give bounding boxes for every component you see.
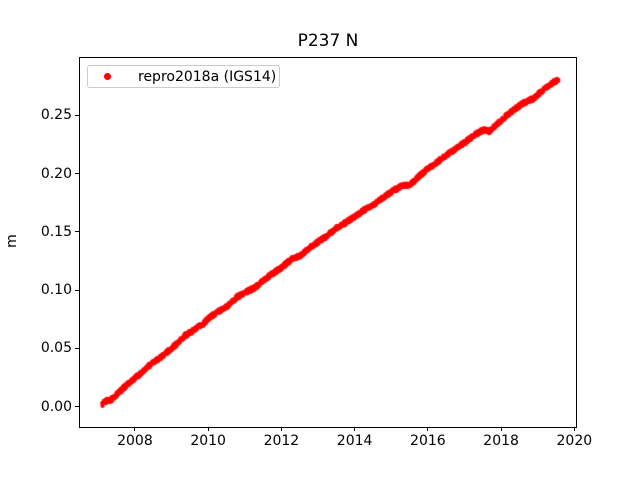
x-tick-label: 2016 (410, 433, 446, 449)
y-tick (75, 289, 79, 291)
y-tick (75, 114, 79, 116)
chart-title: P237 N (297, 31, 359, 51)
x-tick (500, 427, 502, 431)
y-tick-label: 0.10 (40, 282, 72, 299)
legend: repro2018a (IGS14) (87, 65, 280, 88)
y-tick-label: 0.25 (40, 107, 72, 124)
y-tick-label: 0.00 (40, 398, 72, 415)
x-tick-label: 2020 (556, 433, 593, 449)
scatter-series-canvas (81, 59, 577, 428)
x-tick-label: 2010 (190, 433, 226, 449)
x-tick (134, 427, 136, 431)
x-tick-label: 2018 (483, 433, 519, 449)
x-tick (207, 427, 209, 431)
y-tick (75, 173, 79, 175)
y-tick (75, 231, 79, 233)
x-tick (354, 427, 356, 431)
y-tick-label: 0.05 (40, 340, 72, 357)
x-tick-label: 2014 (336, 433, 373, 449)
y-tick-label: 0.20 (40, 165, 72, 182)
x-tick (280, 427, 282, 431)
y-tick-label: 0.15 (40, 223, 72, 240)
legend-label: repro2018a (IGS14) (138, 68, 277, 85)
y-tick (75, 347, 79, 349)
x-tick (573, 427, 575, 431)
plot-area (79, 57, 577, 428)
x-tick-label: 2012 (263, 433, 300, 449)
legend-dot-marker-icon (104, 73, 111, 80)
x-tick (427, 427, 429, 431)
y-tick (75, 406, 79, 407)
y-axis-label: m (4, 234, 20, 248)
x-tick-label: 2008 (117, 433, 153, 449)
